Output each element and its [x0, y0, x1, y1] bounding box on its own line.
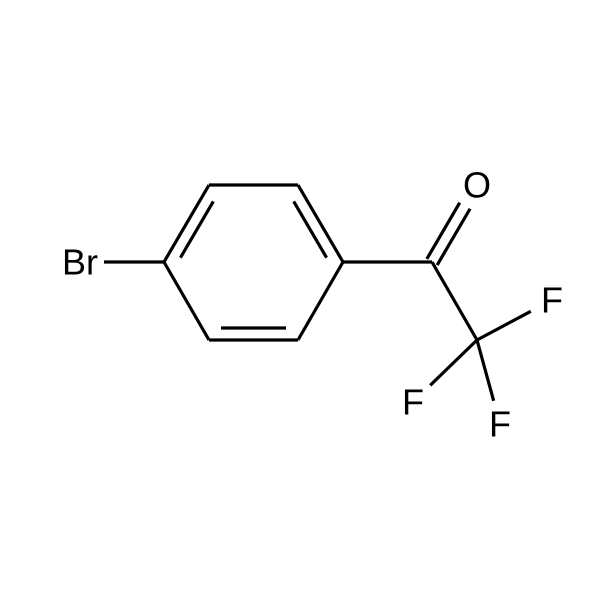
bond-line: [430, 340, 477, 385]
bond-line: [298, 262, 343, 340]
atom-label-o: O: [463, 165, 491, 206]
bond-line: [432, 262, 477, 340]
molecule-diagram: Br O F F F: [0, 0, 600, 600]
atom-label-f: F: [402, 382, 424, 423]
bond-line: [180, 201, 213, 257]
bond-line: [294, 201, 327, 257]
atom-label-br: Br: [62, 242, 98, 283]
bond-line: [437, 209, 470, 265]
bond-line: [427, 203, 460, 259]
atom-label-f: F: [541, 280, 563, 321]
bond-line: [477, 311, 531, 340]
atom-label-f: F: [489, 404, 511, 445]
bond-line: [164, 262, 209, 340]
bond-line: [477, 340, 494, 401]
